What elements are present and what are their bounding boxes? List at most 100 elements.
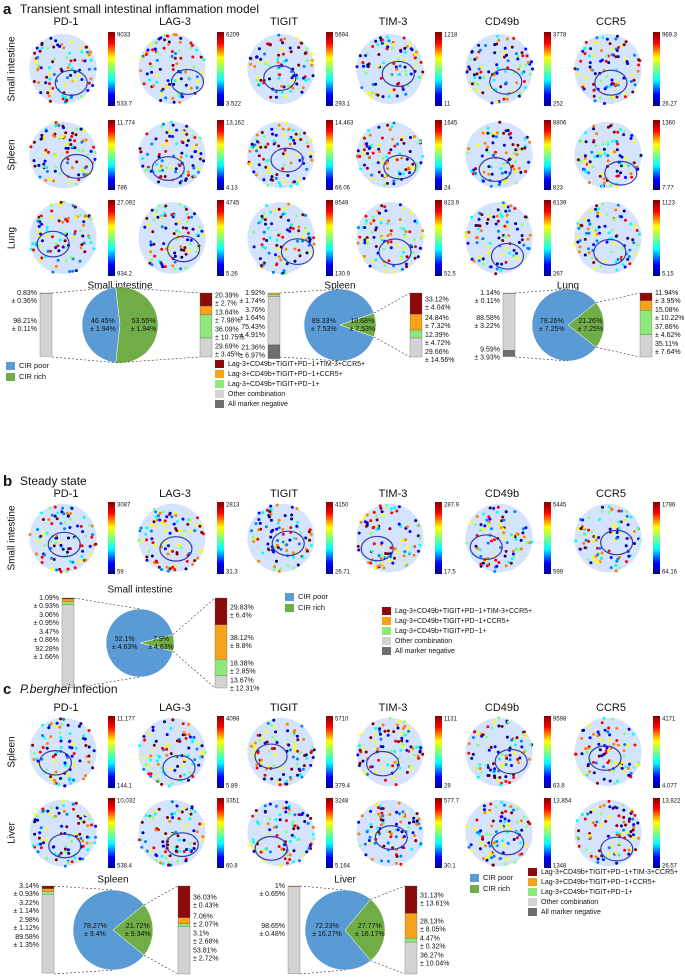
tsne-dot — [513, 151, 517, 154]
tsne-dot — [376, 747, 380, 751]
tsne-dot — [281, 212, 285, 216]
tsne-dot — [312, 748, 316, 752]
tsne-dot — [265, 159, 269, 163]
tsne-dot — [257, 47, 261, 51]
tsne-blob — [247, 121, 315, 189]
tsne-dot — [466, 151, 470, 155]
tsne-dot — [167, 42, 171, 46]
tsne-dot — [261, 245, 265, 249]
tsne-dot — [290, 767, 294, 771]
tsne-dot — [289, 89, 293, 93]
tsne-dot — [414, 65, 418, 68]
tsne-dot — [394, 861, 398, 865]
tsne-dot — [284, 830, 288, 834]
tsne-dot — [261, 551, 265, 555]
tsne-dot — [277, 518, 281, 522]
tsne-dot — [195, 75, 199, 79]
tsne-dot — [166, 544, 170, 548]
tsne-dot — [507, 819, 511, 823]
tsne-dot — [489, 132, 493, 136]
tsne-dot — [299, 138, 303, 141]
tsne-dot — [282, 269, 286, 273]
tsne-dot — [302, 853, 306, 857]
tsne-dot — [185, 824, 189, 828]
tsne-dot — [489, 745, 493, 749]
tsne-dot — [59, 522, 63, 525]
tsne-dot — [575, 819, 579, 823]
tsne-dot — [478, 255, 482, 259]
legend-label: Lag-3+CD49b+TIGIT+PD−1+TIM-3+CCR5+ — [228, 361, 365, 368]
tsne-dot — [514, 222, 518, 226]
tsne-dot — [365, 238, 369, 242]
tsne-plot — [138, 717, 207, 788]
tsne-dot — [39, 91, 43, 95]
gate-outline — [270, 147, 304, 173]
tsne-dot — [590, 530, 594, 534]
tsne-dot — [496, 214, 499, 218]
tsne-dot — [89, 241, 93, 244]
scale-min: 4.13 — [226, 186, 238, 192]
value-label: 4.47% — [420, 936, 440, 943]
tsne-dot — [502, 531, 506, 535]
tsne-dot — [594, 761, 598, 765]
tsne-dot — [296, 563, 300, 567]
scale-min: 823 — [553, 186, 564, 192]
tsne-dot — [275, 527, 279, 531]
scale-min: 59 — [117, 570, 124, 576]
tsne-dot — [61, 547, 65, 551]
tsne-dot — [283, 134, 286, 138]
tsne-dot — [523, 137, 527, 141]
tsne-dot — [286, 729, 290, 733]
tsne-dot — [288, 229, 292, 233]
bar-segment — [404, 937, 418, 943]
tsne-dot — [39, 842, 43, 846]
tsne-dot — [163, 523, 167, 526]
bar-segment — [61, 601, 75, 606]
value-label: ± 4.04% — [425, 304, 451, 311]
tsne-dot — [41, 746, 45, 749]
tsne-dot — [169, 767, 173, 771]
tsne-dot — [50, 209, 54, 213]
tsne-dot — [601, 858, 605, 861]
tsne-dot — [619, 824, 623, 828]
tsne-dot — [395, 723, 399, 727]
tsne-plot — [573, 33, 642, 105]
tsne-dot — [503, 46, 507, 50]
tsne-dot — [273, 565, 277, 569]
tsne-dot — [288, 137, 292, 141]
tsne-dot — [632, 161, 636, 165]
tsne-dot — [374, 802, 378, 806]
tsne-dot — [583, 52, 587, 56]
tsne-dot — [176, 859, 180, 863]
tsne-dot — [600, 172, 604, 176]
tsne-dot — [407, 551, 411, 555]
tsne-dot — [164, 856, 168, 860]
marker-label: LAG-3 — [159, 702, 191, 714]
tsne-dot — [633, 224, 637, 228]
tsne-dot — [486, 126, 490, 130]
value-label: ± 9.34% — [125, 931, 151, 938]
tsne-dot — [587, 251, 591, 255]
tsne-dot — [405, 45, 409, 49]
tsne-dot — [624, 823, 627, 827]
tsne-dot — [493, 51, 497, 55]
tsne-dot — [419, 236, 423, 240]
tsne-dot — [285, 722, 289, 726]
tsne-dot — [190, 43, 194, 47]
tsne-dot — [282, 85, 286, 89]
tsne-dot — [39, 826, 43, 830]
tsne-dot — [94, 824, 98, 828]
tsne-dot — [300, 90, 304, 94]
tsne-dot — [160, 854, 164, 858]
scale-min: 130.9 — [335, 272, 351, 278]
tsne-dot — [418, 140, 422, 144]
tsne-dot — [618, 154, 622, 158]
tsne-dot — [386, 552, 390, 556]
tsne-dot — [165, 139, 169, 143]
tsne-dot — [80, 95, 84, 99]
tsne-dot — [401, 88, 405, 91]
tsne-dot — [628, 248, 632, 252]
tsne-dot — [158, 216, 162, 220]
tsne-dot — [274, 133, 278, 137]
scale-max: 577.7 — [444, 799, 460, 805]
